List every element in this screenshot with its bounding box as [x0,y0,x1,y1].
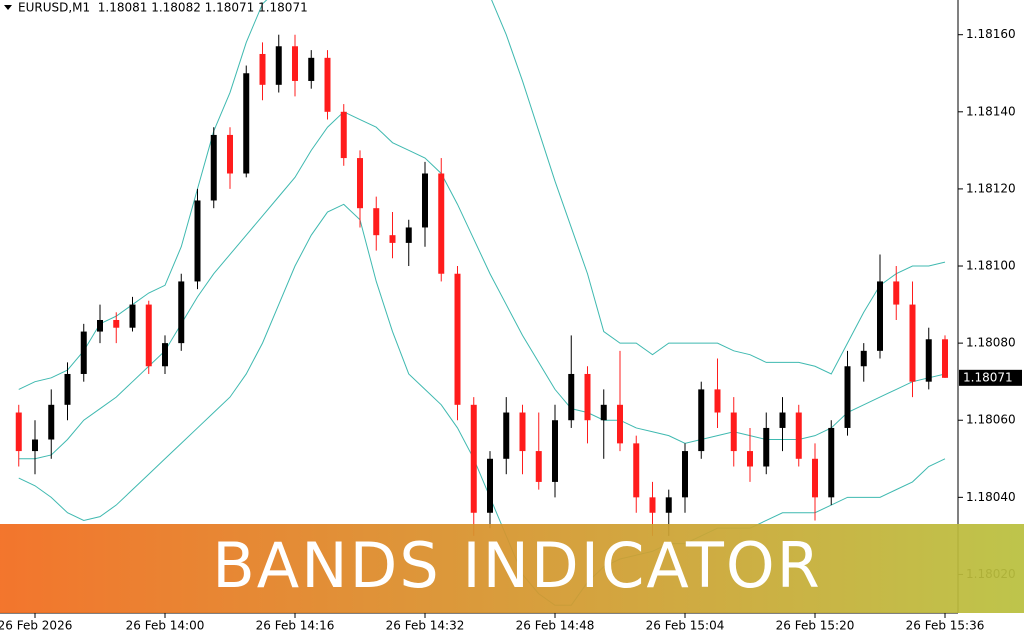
candle-body [357,158,363,209]
candle-body [925,339,932,382]
candle-body [259,53,266,85]
candle-body [292,46,298,81]
candle-body [584,373,591,421]
candle-body [714,389,721,413]
candle-body [552,420,558,482]
candle-body [32,439,38,452]
candle-body [665,497,672,513]
candle-body [210,134,217,201]
candle-body [129,304,136,328]
x-tick-label: 26 Feb 15:20 [776,619,855,633]
candle-body [80,331,87,374]
candle-body [893,281,900,305]
candle-body [633,443,640,498]
candle-body [909,304,916,382]
x-tick-label: 26 Feb 14:16 [256,619,335,633]
candle-body [373,208,380,236]
candle-body [519,412,526,452]
band-line [18,111,946,460]
candle-body [535,451,542,482]
candle-body [942,339,948,378]
y-tick-label: 1.18080 [966,336,1016,350]
banner [0,524,1024,613]
candle-body [243,73,250,174]
y-tick-label: 1.18040 [966,490,1016,504]
candle-body [730,412,737,452]
band-line [18,203,946,606]
y-tick-label: 1.18060 [966,413,1016,427]
last-price-label: 1.18071 [963,370,1013,384]
candle-body [454,273,461,405]
candle-body [194,200,201,282]
x-tick-label: 26 Feb 15:36 [906,619,985,633]
x-tick-label: 26 Feb 2026 [0,619,72,633]
y-tick-label: 1.18120 [966,181,1016,195]
candle-body [470,404,477,513]
candle-body [438,173,445,274]
candle-body [763,427,770,467]
candle-body [698,389,705,452]
x-tick-label: 26 Feb 14:32 [386,619,465,633]
x-tick-label: 26 Feb 14:00 [126,619,205,633]
menu-arrow[interactable] [4,5,12,10]
candle-body [828,427,835,498]
x-tick-label: 26 Feb 15:04 [646,619,725,633]
candle-body [308,57,315,81]
candle-body [877,281,883,351]
candle-body [860,350,867,367]
candle-body [779,412,786,428]
x-tick-label: 26 Feb 14:48 [516,619,595,633]
candle-body [649,497,656,513]
candle-body [97,319,103,332]
candle-body [145,304,152,367]
candle-body [15,412,22,452]
candle-body [178,281,185,344]
candle-body [795,412,802,459]
candle-body [747,451,753,467]
candle-body [487,458,493,513]
candle-body [503,412,510,459]
chart-title: EURUSD,M1 1.18081 1.18082 1.18071 1.1807… [18,1,308,15]
candle-body [812,458,818,498]
band-line [18,0,946,390]
candle-body [682,451,688,498]
y-tick-label: 1.18160 [966,27,1016,41]
candle-body [389,235,396,243]
candle-body [113,319,120,328]
candle-body [568,373,575,421]
candle-body [617,404,623,444]
candle-body [275,46,282,85]
last-price-badge [959,369,1022,386]
plot-area [15,0,948,606]
candle-body [340,111,347,159]
y-tick-label: 1.18100 [966,259,1016,273]
candle-body [405,227,412,243]
candle-body [64,373,71,405]
candle-body [324,57,331,112]
candle-body [227,134,233,174]
candle-body [162,343,168,367]
candle-body [48,404,55,440]
candle-body [600,404,607,421]
banner-text: BANDS INDICATOR [212,529,821,602]
y-tick-label: 1.18140 [966,104,1016,118]
candle-body [844,366,851,428]
candle-body [422,173,428,228]
